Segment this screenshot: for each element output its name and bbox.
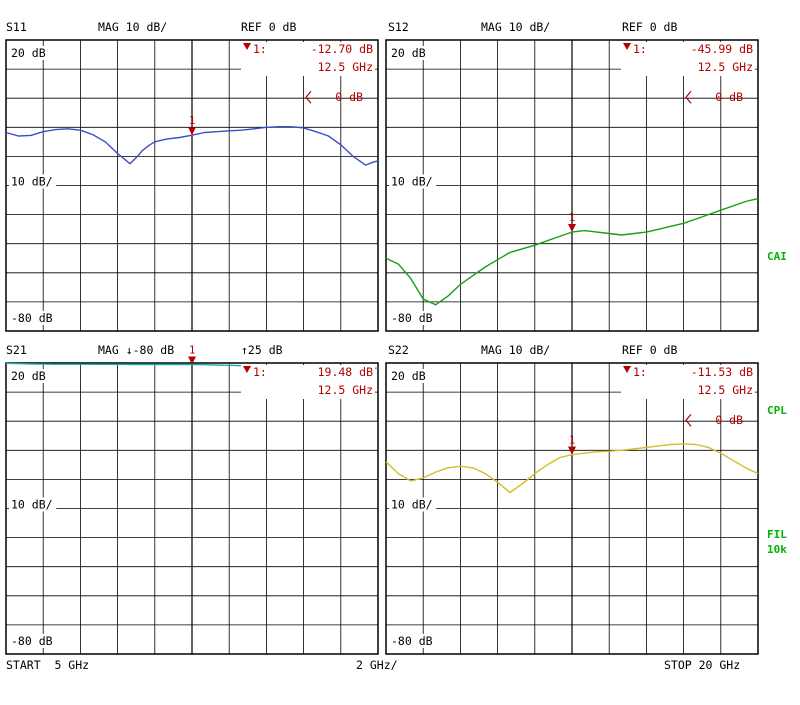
marker-readout-value: -45.99 dB — [691, 42, 753, 56]
s22-mag-label: MAG 10 dB/ — [481, 343, 551, 357]
scale-label-bottom: -80 dB — [391, 311, 433, 325]
marker-readout-label: 1: — [633, 365, 647, 379]
panel-s21: 20 dB 10 dB/ -80 dB 1 1: 19.48 dB 12.5 GHz — [5, 345, 379, 655]
trace-s22 — [385, 443, 759, 494]
scale-label-bottom-bg — [389, 634, 437, 648]
scale-label-top-bg — [389, 369, 429, 383]
reference-level-label: 0 dB — [715, 90, 743, 104]
marker-readout-freq: 12.5 GHz — [318, 60, 373, 74]
scale-label-mid: 10 dB/ — [391, 175, 433, 189]
s11-param-label: S11 — [6, 20, 27, 34]
marker-index: 1 — [569, 212, 575, 224]
side-label-fil-bw: 10k — [767, 543, 787, 556]
scale-label-top: 20 dB — [391, 369, 426, 383]
scale-label-top: 20 dB — [11, 46, 46, 60]
reference-arrow-icon — [685, 90, 692, 104]
scale-label-mid-bg — [9, 174, 57, 189]
marker-readout-value: -11.53 dB — [691, 365, 753, 379]
marker-readout-freq: 12.5 GHz — [698, 383, 753, 397]
marker-readout-bg — [241, 42, 375, 76]
scale-label-top-bg — [389, 46, 429, 60]
scale-label-bottom: -80 dB — [11, 634, 53, 648]
marker-readout-label: 1: — [253, 42, 267, 56]
s11-ref-label: REF 0 dB — [241, 20, 297, 34]
marker-readout-bg — [241, 365, 375, 399]
scale-label-bottom-bg — [9, 634, 57, 648]
side-label-cpl: CPL — [767, 404, 787, 417]
reference-arrow-icon — [305, 90, 312, 104]
marker-index: 1 — [189, 345, 195, 357]
marker-triangle — [568, 446, 576, 455]
marker-readout-label: 1: — [253, 365, 267, 379]
scale-label-top-bg — [9, 369, 49, 383]
panel-s11: 20 dB 10 dB/ -80 dB 1 1: -12.70 dB 12.5 GHz 0 d… — [5, 39, 379, 332]
trace-s12 — [385, 197, 759, 306]
s21-ref-label: ↑25 dB — [241, 343, 283, 357]
reference-level-label: 0 dB — [335, 90, 363, 104]
scale-label-mid-bg — [389, 497, 437, 512]
scale-label-bottom-bg — [9, 311, 57, 325]
scale-label-mid-bg — [9, 497, 57, 512]
scale-label-top: 20 dB — [11, 369, 46, 383]
marker-readout-icon — [243, 366, 251, 373]
trace-panels: 20 dB 10 dB/ -80 dB 1 1: -12.70 dB 12.5 GHz 0 d… — [5, 39, 759, 655]
marker-readout-freq: 12.5 GHz — [318, 383, 373, 397]
panel-s22: 20 dB 10 dB/ -80 dB 1 1: -11.53 dB 12.5 GHz 0 d… — [385, 362, 759, 655]
s21-mag-label: MAG ↓-80 dB — [98, 343, 175, 357]
scale-label-bottom: -80 dB — [11, 311, 53, 325]
marker-readout-freq: 12.5 GHz — [698, 60, 753, 74]
marker-triangle — [188, 356, 196, 365]
s11-mag-label: MAG 10 dB/ — [98, 20, 168, 34]
side-label-fil: FIL — [767, 528, 787, 541]
scale-label-bottom: -80 dB — [391, 634, 433, 648]
s12-ref-label: REF 0 dB — [622, 20, 678, 34]
marker-readout-value: -12.70 dB — [311, 42, 373, 56]
marker-index: 1 — [569, 435, 575, 447]
side-label-cal: CAI — [767, 250, 787, 263]
reference-arrow-icon — [685, 413, 692, 427]
marker-readout-value: 19.48 dB — [318, 365, 373, 379]
scale-label-mid: 10 dB/ — [11, 175, 53, 189]
marker-readout-bg — [621, 365, 755, 399]
footer-start: START 5 GHz — [6, 658, 90, 672]
s21-param-label: S21 — [6, 343, 27, 357]
footer-span: 2 GHz/ — [356, 658, 398, 672]
reference-level-label: 0 dB — [715, 413, 743, 427]
scale-label-top: 20 dB — [391, 46, 426, 60]
marker-triangle — [568, 224, 576, 233]
s22-param-label: S22 — [388, 343, 409, 357]
footer-stop: STOP 20 GHz — [664, 658, 741, 672]
scale-label-bottom-bg — [389, 311, 437, 325]
marker-readout-icon — [623, 43, 631, 50]
marker-triangle — [188, 127, 196, 136]
s22-ref-label: REF 0 dB — [622, 343, 678, 357]
scale-label-mid-bg — [389, 174, 437, 189]
marker-readout-icon — [623, 366, 631, 373]
scale-label-top-bg — [9, 46, 49, 60]
s12-mag-label: MAG 10 dB/ — [481, 20, 551, 34]
s12-param-label: S12 — [388, 20, 409, 34]
panel-s12: 20 dB 10 dB/ -80 dB 1 1: -45.99 dB 12.5 GHz 0 d… — [385, 39, 759, 332]
scale-label-mid: 10 dB/ — [391, 498, 433, 512]
marker-readout-bg — [621, 42, 755, 76]
trace-s11 — [5, 126, 379, 166]
marker-readout-label: 1: — [633, 42, 647, 56]
marker-readout-icon — [243, 43, 251, 50]
marker-index: 1 — [189, 115, 195, 127]
scale-label-mid: 10 dB/ — [11, 498, 53, 512]
